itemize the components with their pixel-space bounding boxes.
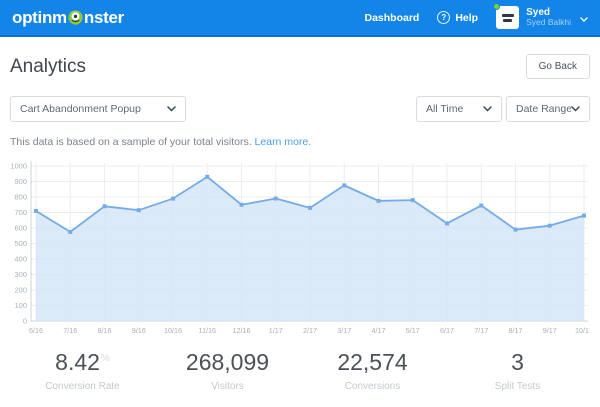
svg-text:10/17: 10/17 — [575, 326, 590, 335]
svg-text:12/16: 12/16 — [233, 326, 251, 335]
svg-text:10/16: 10/16 — [164, 326, 182, 335]
svg-text:900: 900 — [14, 177, 27, 186]
monster-icon — [67, 10, 84, 25]
svg-text:6/16: 6/16 — [29, 326, 43, 335]
chevron-down-icon — [167, 103, 176, 115]
svg-text:300: 300 — [14, 270, 27, 279]
chart-container: 0 100 200 300 400 500 600 700 800 900 1000 6/16 7/16… — [10, 156, 590, 338]
stat-conversion-rate: 8.42% Conversion Rate — [10, 349, 155, 392]
svg-text:7/17: 7/17 — [474, 326, 488, 335]
svg-text:4/17: 4/17 — [372, 326, 386, 335]
svg-text:9/16: 9/16 — [132, 326, 146, 335]
svg-text:9/17: 9/17 — [543, 326, 557, 335]
online-status-dot — [493, 3, 501, 10]
campaign-select-value: Cart Abandonment Popup — [20, 103, 141, 115]
svg-text:5/17: 5/17 — [406, 326, 420, 335]
sample-note-text: This data is based on a sample of your t… — [10, 136, 252, 148]
page-title: Analytics — [10, 55, 87, 77]
svg-text:7/16: 7/16 — [63, 326, 77, 335]
svg-text:1/17: 1/17 — [269, 326, 283, 335]
stat-label: Conversion Rate — [45, 381, 120, 392]
svg-text:1000: 1000 — [10, 162, 27, 171]
chevron-down-icon — [571, 103, 580, 115]
user-fullname: Syed Balkhi — [526, 17, 571, 28]
svg-text:11/16: 11/16 — [199, 326, 216, 335]
time-filter-select[interactable]: All Time — [416, 96, 502, 122]
nav-dashboard-link[interactable]: Dashboard — [364, 11, 420, 24]
help-label: Help — [455, 11, 479, 24]
svg-text:3/17: 3/17 — [337, 326, 351, 335]
svg-text:8/16: 8/16 — [98, 326, 112, 335]
svg-text:500: 500 — [14, 239, 27, 248]
stat-conversions: 22,574 Conversions — [300, 349, 445, 392]
stat-label: Split Tests — [494, 381, 541, 392]
avatar — [493, 3, 520, 29]
time-filter-value: All Time — [426, 103, 464, 115]
stat-label: Visitors — [211, 381, 244, 392]
stat-value: 3 — [511, 349, 524, 375]
stat-split-tests: 3 Split Tests — [445, 349, 590, 392]
help-icon: ? — [437, 11, 451, 24]
stat-value: 8.42% — [55, 349, 110, 375]
svg-text:6/17: 6/17 — [440, 326, 454, 335]
stats-row: 8.42% Conversion Rate 268,099 Visitors 2… — [10, 349, 590, 392]
percent-suffix: % — [100, 353, 110, 365]
chevron-down-icon — [580, 9, 588, 27]
svg-text:8/17: 8/17 — [509, 326, 523, 335]
logo-text-prefix: optinm — [12, 7, 67, 27]
sample-note: This data is based on a sample of your t… — [10, 136, 590, 148]
logo-text-suffix: nster — [83, 7, 124, 27]
analytics-chart: 0 100 200 300 400 500 600 700 800 900 1000 6/16 7/16… — [10, 161, 590, 335]
page-header: Analytics Go Back — [10, 54, 590, 79]
date-range-value: Date Range — [516, 103, 571, 115]
svg-text:200: 200 — [14, 286, 27, 295]
go-back-button[interactable]: Go Back — [525, 54, 590, 79]
brand-logo[interactable]: optinm nster — [12, 8, 124, 28]
svg-text:600: 600 — [14, 224, 27, 233]
stat-visitors: 268,099 Visitors — [155, 349, 300, 392]
svg-text:2/17: 2/17 — [303, 326, 317, 335]
nav-help-link[interactable]: ? Help — [437, 11, 478, 24]
svg-text:800: 800 — [14, 193, 27, 202]
app-navbar: optinm nster Dashboard ? Help Syed Syed … — [0, 0, 600, 37]
svg-text:400: 400 — [14, 255, 27, 264]
stat-value: 268,099 — [185, 349, 270, 375]
date-range-select[interactable]: Date Range — [506, 96, 590, 122]
stat-value: 22,574 — [337, 349, 408, 375]
svg-text:0: 0 — [23, 317, 27, 326]
avatar-image — [496, 6, 520, 29]
stat-label: Conversions — [344, 381, 401, 392]
campaign-select[interactable]: Cart Abandonment Popup — [10, 96, 186, 122]
svg-text:700: 700 — [14, 208, 27, 217]
user-menu[interactable]: Syed Syed Balkhi — [493, 3, 588, 29]
learn-more-link[interactable]: Learn more. — [254, 136, 312, 148]
svg-text:100: 100 — [14, 301, 27, 310]
filter-controls: Cart Abandonment Popup All Time Date Ran… — [10, 96, 590, 122]
user-name: Syed — [526, 6, 551, 18]
chevron-down-icon — [483, 103, 492, 115]
